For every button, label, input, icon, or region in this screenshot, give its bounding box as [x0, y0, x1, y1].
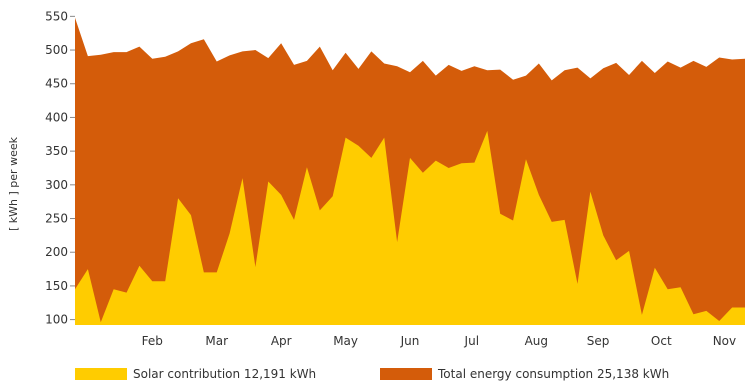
y-tick-label: 550 [45, 9, 68, 23]
x-tick-label: Jun [400, 334, 420, 348]
legend-label: Total energy consumption 25,138 kWh [437, 367, 669, 381]
x-tick-label: Apr [271, 334, 292, 348]
y-tick-label: 300 [45, 178, 68, 192]
x-tick-label: Jul [464, 334, 479, 348]
y-tick-label: 200 [45, 245, 68, 259]
legend-label: Solar contribution 12,191 kWh [133, 367, 316, 381]
x-tick-label: Feb [142, 334, 163, 348]
x-tick-label: Mar [205, 334, 228, 348]
y-tick-label: 350 [45, 144, 68, 158]
y-tick-label: 150 [45, 279, 68, 293]
y-tick-label: 250 [45, 212, 68, 226]
legend-swatch [75, 368, 127, 380]
plot-area [75, 17, 745, 325]
y-tick-label: 100 [45, 313, 68, 327]
axes: [ kWh ] per week 100 150 200 250 300 350 400 45… [7, 9, 736, 348]
x-tick-label: Nov [713, 334, 736, 348]
legend-item: Total energy consumption 25,138 kWh [380, 367, 669, 381]
x-tick-label: Oct [651, 334, 672, 348]
y-tick-label: 450 [45, 77, 68, 91]
legend-swatch [380, 368, 432, 380]
x-tick-label: May [333, 334, 358, 348]
legend-item: Solar contribution 12,191 kWh [75, 367, 316, 381]
y-tick-label: 500 [45, 43, 68, 57]
y-axis-title: [ kWh ] per week [7, 136, 20, 231]
x-tick-label: Sep [587, 334, 610, 348]
legend: Solar contribution 12,191 kWh Total energ… [75, 367, 669, 381]
series-area-1 [75, 130, 745, 325]
x-tick-label: Aug [525, 334, 548, 348]
y-tick-label: 400 [45, 110, 68, 124]
